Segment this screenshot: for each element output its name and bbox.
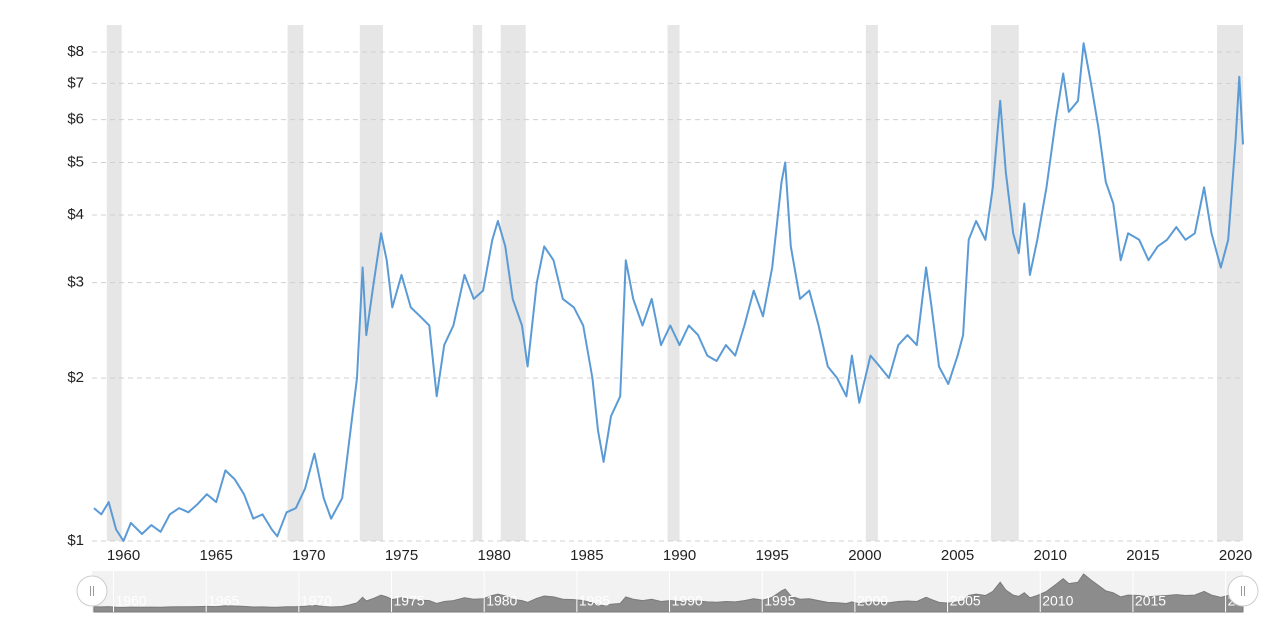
handle-circle bbox=[76, 575, 108, 607]
x-tick-label: 1985 bbox=[570, 547, 603, 564]
y-tick-label: $4 bbox=[67, 206, 84, 223]
navigator-label: 1970 bbox=[301, 593, 332, 609]
navigator: 1960 1965 1970 1975 1980 1985 1990 1995 2000 2005… bbox=[76, 571, 1259, 613]
x-tick-label: 2015 bbox=[1126, 547, 1159, 564]
navigator-label: 1980 bbox=[486, 593, 517, 609]
navigator-label: 1985 bbox=[579, 593, 610, 609]
navigator-area bbox=[93, 573, 1244, 613]
x-tick-label: 2020 bbox=[1219, 547, 1252, 564]
x-tick-label: 1975 bbox=[385, 547, 418, 564]
price-line bbox=[93, 42, 1244, 542]
navigator-label: 1975 bbox=[394, 593, 425, 609]
y-tick-label: $8 bbox=[67, 43, 84, 60]
x-tick-label: 1960 bbox=[107, 547, 140, 564]
y-tick-label: $5 bbox=[67, 153, 84, 170]
grid: $1 $2 $3 $4 $5 $6 $7 $8 1960 1965 1970 1975 1980 1985… bbox=[67, 43, 1252, 564]
navigator-label: 2005 bbox=[950, 593, 981, 609]
recession-band bbox=[667, 25, 680, 541]
y-tick-label: $6 bbox=[67, 111, 84, 128]
x-tick-label: 1980 bbox=[478, 547, 511, 564]
navigator-label: 1995 bbox=[764, 593, 795, 609]
x-tick-label: 1995 bbox=[756, 547, 789, 564]
recession-band bbox=[472, 25, 483, 541]
recession-bands bbox=[106, 25, 1243, 541]
x-tick-label: 1990 bbox=[663, 547, 696, 564]
navigator-label: 2010 bbox=[1042, 593, 1073, 609]
x-tick-label: 2000 bbox=[848, 547, 881, 564]
y-tick-label: $3 bbox=[67, 274, 84, 291]
navigator-label: 1960 bbox=[116, 593, 147, 609]
navigator-handle[interactable] bbox=[1227, 575, 1259, 607]
navigator-label: 1990 bbox=[672, 593, 703, 609]
recession-band bbox=[500, 25, 526, 541]
y-tick-label: $2 bbox=[67, 369, 84, 386]
x-tick-label: 2010 bbox=[1034, 547, 1067, 564]
navigator-handle[interactable] bbox=[76, 575, 108, 607]
navigator-label: 2015 bbox=[1135, 593, 1166, 609]
y-tick-label: $1 bbox=[67, 532, 84, 549]
navigator-label: 1965 bbox=[208, 593, 239, 609]
x-tick-label: 1970 bbox=[292, 547, 325, 564]
navigator-label: 2000 bbox=[857, 593, 888, 609]
plot bbox=[93, 42, 1244, 542]
y-tick-label: $7 bbox=[67, 74, 84, 91]
x-tick-label: 2005 bbox=[941, 547, 974, 564]
recession-band bbox=[865, 25, 878, 541]
handle-circle bbox=[1227, 575, 1259, 607]
x-tick-label: 1965 bbox=[199, 547, 232, 564]
recession-band bbox=[287, 25, 304, 541]
